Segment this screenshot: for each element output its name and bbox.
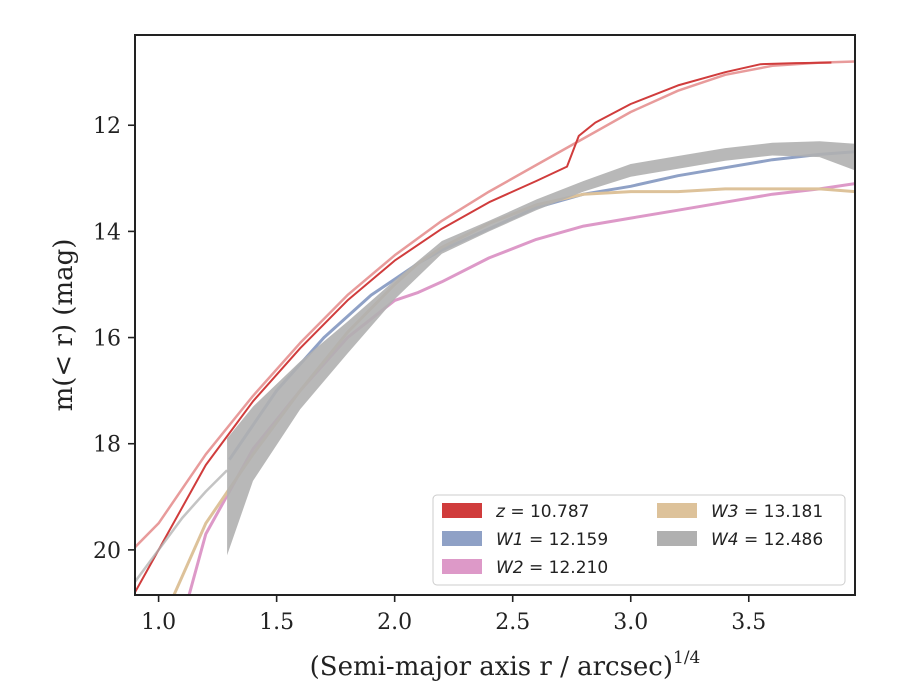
legend-swatch-z	[442, 503, 482, 518]
x-axis-label-superscript: 1/4	[673, 648, 700, 668]
legend-swatch-w1	[442, 531, 482, 546]
legend: z = 10.787 W1 = 12.159 W2 = 12.210 W3 = 13.…	[432, 494, 846, 586]
legend-label-w3: W3 = 13.181	[711, 502, 823, 522]
legend-label-z: z = 10.787	[495, 502, 589, 522]
x-tick-label: 3.5	[731, 610, 766, 635]
y-tick-label: 14	[93, 220, 121, 245]
series-w4-model-line	[135, 469, 228, 583]
axis-ticks: 1.0 1.5 2.0 2.5 3.0 3.5 12 14 16 18 20	[93, 114, 766, 635]
legend-label-w4: W4 = 12.486	[711, 530, 823, 550]
x-tick-label: 3.0	[613, 610, 648, 635]
y-tick-label: 12	[93, 114, 121, 139]
x-tick-label: 1.5	[259, 610, 294, 635]
x-tick-label: 1.0	[141, 610, 176, 635]
x-tick-label: 2.0	[377, 610, 412, 635]
y-tick-label: 18	[93, 433, 121, 458]
legend-label-w2: W2 = 12.210	[496, 558, 608, 578]
plot-frame	[134, 34, 856, 596]
legend-box	[432, 494, 846, 586]
y-tick-label: 20	[93, 539, 121, 564]
legend-label-w1: W1 = 12.159	[496, 530, 608, 550]
legend-swatch-w4	[657, 531, 697, 546]
y-axis-label: m(< r) (mag)	[49, 239, 79, 412]
series-w4-band	[227, 141, 855, 556]
series-z-model-line	[135, 60, 855, 549]
plot-area	[135, 60, 855, 595]
y-tick-label: 16	[93, 327, 121, 352]
series-z-line	[135, 61, 832, 593]
legend-swatch-w3	[657, 503, 697, 518]
x-axis-label-text: (Semi-major axis r / arcsec)	[310, 652, 673, 682]
x-axis-label: (Semi-major axis r / arcsec)1/4	[310, 648, 701, 682]
legend-swatch-w2	[442, 559, 482, 574]
x-tick-label: 2.5	[495, 610, 530, 635]
